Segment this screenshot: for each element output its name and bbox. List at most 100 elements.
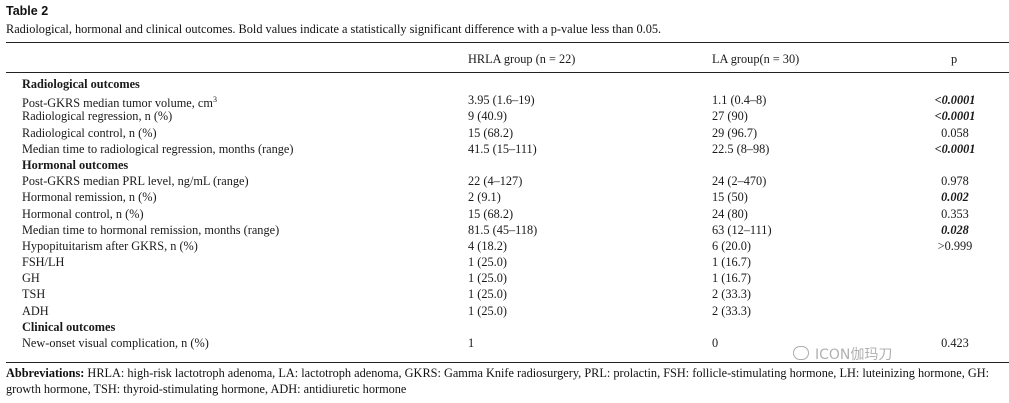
row-label: Post-GKRS median tumor volume, cm3 <box>22 92 217 111</box>
table-row: Hormonal remission, n (%) 2 (9.1) 15 (50) 0… <box>0 189 1009 205</box>
hrla-value: 9 (40.9) <box>468 109 507 124</box>
p-value: 0.028 <box>941 222 969 237</box>
row-label-text: Hormonal control, n (%) <box>22 206 144 221</box>
watermark-text: ICON伽玛刀 <box>815 347 893 363</box>
hrla-value: 1 <box>468 336 475 350</box>
unit-superscript: 3 <box>212 95 217 105</box>
section-heading-row: Clinical outcomes <box>0 319 1009 335</box>
la-value: 1 (16.7) <box>712 255 751 270</box>
row-label: FSH/LH <box>22 254 64 270</box>
table-row: ADH 1 (25.0) 2 (33.3) <box>0 303 1009 319</box>
table-row: Hormonal control, n (%) 15 (68.2) 24 (80) 0… <box>0 206 1009 222</box>
hrla-value: 22 (4–127) <box>468 174 523 189</box>
row-label-text: Clinical outcomes <box>22 319 116 334</box>
hrla-value: 1 (25.0) <box>468 287 507 302</box>
row-label: ADH <box>22 303 49 319</box>
abbreviations-label: Abbreviations: <box>6 366 85 380</box>
row-label-text: Median time to radiological regression, … <box>22 141 294 156</box>
p-value: 0.978 <box>941 174 969 189</box>
table-row: New-onset visual complication, n (%) 1 0 0.… <box>0 335 1009 351</box>
table-row: TSH 1 (25.0) 2 (33.3) <box>0 286 1009 302</box>
header-group1: HRLA group (n = 22) <box>468 52 576 66</box>
row-label: GH <box>22 270 40 286</box>
header-group2: LA group(n = 30) <box>712 52 800 66</box>
row-label: Hypopituitarism after GKRS, n (%) <box>22 238 198 254</box>
row-label: Radiological control, n (%) <box>22 125 157 141</box>
la-value: 1 (16.7) <box>712 271 751 286</box>
table-label: Table 2 <box>6 4 49 18</box>
table-row: Median time to radiological regression, … <box>0 141 1009 157</box>
hrla-value: 15 (68.2) <box>468 206 514 221</box>
table-row: FSH/LH 1 (25.0) 1 (16.7) <box>0 254 1009 270</box>
abbreviations-text: HRLA: high-risk lactotroph adenoma, LA: … <box>6 366 990 396</box>
la-value: 63 (12–111) <box>712 222 772 237</box>
row-label-text: Hormonal remission, n (%) <box>22 190 157 205</box>
la-value: 29 (96.7) <box>712 125 758 140</box>
p-value: >0.999 <box>937 238 973 253</box>
row-label-text: Post-GKRS median tumor volume, cm <box>22 96 213 111</box>
hrla-value: 3.95 (1.6–19) <box>468 93 535 108</box>
la-value: 2 (33.3) <box>712 287 751 302</box>
table-header: HRLA group (n = 22) LA group(n = 30) p <box>0 52 1009 72</box>
top-rule <box>6 42 1009 43</box>
la-value: 15 (50) <box>712 190 748 205</box>
la-value: 22.5 (8–98) <box>712 141 770 156</box>
la-value: 24 (2–470) <box>712 174 767 189</box>
section-heading-row: Radiological outcomes <box>0 76 1009 92</box>
abbreviations-footnote: Abbreviations: HRLA: high-risk lactotrop… <box>6 366 1006 397</box>
table-row: Radiological regression, n (%) 9 (40.9) 27… <box>0 108 1009 124</box>
row-label: Median time to hormonal remission, month… <box>22 222 279 238</box>
row-label: Hormonal control, n (%) <box>22 206 144 222</box>
table-row: Hypopituitarism after GKRS, n (%) 4 (18.2… <box>0 238 1009 254</box>
la-value: 27 (90) <box>712 109 748 124</box>
hrla-value: 1 (25.0) <box>468 303 507 318</box>
hrla-value: 1 (25.0) <box>468 255 507 270</box>
row-label: Hormonal remission, n (%) <box>22 189 157 205</box>
hrla-value: 15 (68.2) <box>468 125 514 140</box>
section-heading: Hormonal outcomes <box>22 157 128 173</box>
row-label-text: New-onset visual complication, n (%) <box>22 336 209 350</box>
row-label-text: Median time to hormonal remission, month… <box>22 222 280 237</box>
p-value: 0.002 <box>941 190 969 205</box>
p-value: <0.0001 <box>934 93 976 108</box>
row-label-text: Post-GKRS median PRL level, ng/mL (range… <box>22 174 249 189</box>
row-label: TSH <box>22 286 45 302</box>
watermark: ICON伽玛刀 <box>793 344 892 364</box>
table-row: GH 1 (25.0) 1 (16.7) <box>0 270 1009 286</box>
header-rule <box>6 72 1009 73</box>
table-caption: Radiological, hormonal and clinical outc… <box>6 22 662 36</box>
table-body: Radiological outcomes Post-GKRS median tu… <box>0 76 1009 351</box>
p-value: <0.0001 <box>934 141 976 156</box>
row-label-text: ADH <box>22 303 49 318</box>
row-label-text: Radiological control, n (%) <box>22 125 157 140</box>
section-heading-row: Hormonal outcomes <box>0 157 1009 173</box>
table-row: Radiological control, n (%) 15 (68.2) 29 (… <box>0 125 1009 141</box>
chat-bubble-icon <box>793 346 809 360</box>
table-row: Post-GKRS median tumor volume, cm3 3.95 (… <box>0 92 1009 111</box>
table-row: Median time to hormonal remission, month… <box>0 222 1009 238</box>
bottom-rule <box>6 362 1009 363</box>
row-label-text: TSH <box>22 287 46 302</box>
row-label-text: Hormonal outcomes <box>22 157 129 172</box>
row-label-text: GH <box>22 271 40 286</box>
hrla-value: 2 (9.1) <box>468 190 501 205</box>
hrla-value: 1 (25.0) <box>468 271 507 286</box>
p-value: <0.0001 <box>934 109 976 124</box>
header-p: p <box>951 52 958 66</box>
row-label: Median time to radiological regression, … <box>22 141 293 157</box>
row-label-text: FSH/LH <box>22 255 65 270</box>
la-value: 0 <box>712 336 719 350</box>
row-label-text: Radiological outcomes <box>22 77 140 91</box>
la-value: 2 (33.3) <box>712 303 751 318</box>
la-value: 6 (20.0) <box>712 238 751 253</box>
row-label: Radiological regression, n (%) <box>22 108 172 124</box>
hrla-value: 4 (18.2) <box>468 238 507 253</box>
la-value: 1.1 (0.4–8) <box>712 93 767 108</box>
p-value: 0.423 <box>941 336 969 350</box>
row-label: Post-GKRS median PRL level, ng/mL (range… <box>22 173 249 189</box>
hrla-value: 81.5 (45–118) <box>468 222 538 237</box>
row-label-text: Radiological regression, n (%) <box>22 109 173 124</box>
hrla-value: 41.5 (15–111) <box>468 141 537 156</box>
section-heading: Clinical outcomes <box>22 319 115 335</box>
